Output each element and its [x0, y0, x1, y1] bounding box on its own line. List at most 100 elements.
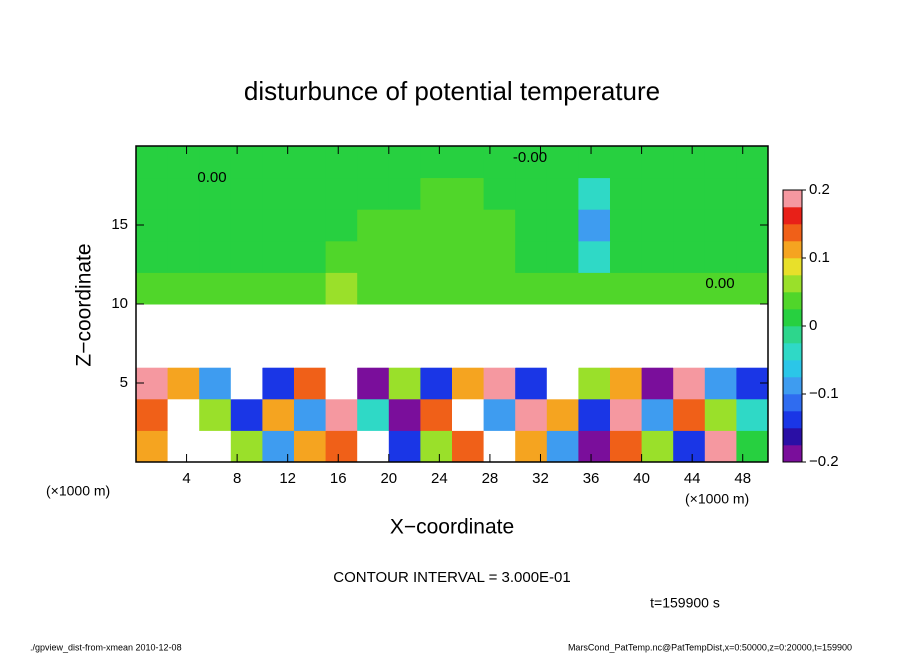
cell [167, 304, 200, 337]
cell [388, 398, 421, 431]
cell [199, 335, 232, 368]
cell [388, 335, 421, 368]
y-axis-label: Z−coordinate [73, 243, 96, 366]
cell [452, 209, 485, 242]
cell [420, 177, 453, 210]
cell [578, 335, 611, 368]
x-unit-label: (×1000 m) [685, 491, 749, 507]
x-axis-label: X−coordinate [390, 516, 514, 539]
cell [230, 177, 263, 210]
cell [578, 240, 611, 273]
cell [578, 146, 611, 179]
cell [167, 367, 200, 400]
cell [546, 367, 579, 400]
cell [578, 430, 611, 463]
contour-label: 0.00 [197, 169, 226, 186]
x-tick-label: 44 [684, 470, 701, 487]
colorbar-swatch [783, 241, 802, 259]
cell [610, 209, 643, 242]
chart-title: disturbunce of potential temperature [244, 76, 660, 106]
cell [483, 146, 516, 179]
cell [704, 240, 737, 273]
cell [546, 240, 579, 273]
cell [420, 335, 453, 368]
cell [483, 430, 516, 463]
cell [388, 272, 421, 305]
cell [420, 146, 453, 179]
cell [167, 146, 200, 179]
cell [136, 240, 169, 273]
x-tick-label: 16 [330, 470, 347, 487]
cell [262, 367, 295, 400]
cell [294, 146, 327, 179]
cell [388, 367, 421, 400]
cell [673, 304, 706, 337]
cell [388, 209, 421, 242]
cell [357, 398, 390, 431]
cell [736, 430, 769, 463]
cell [420, 430, 453, 463]
cell [610, 304, 643, 337]
cell [325, 146, 358, 179]
colorbar-swatch [783, 428, 802, 446]
cell [483, 177, 516, 210]
colorbar-swatch [783, 258, 802, 276]
cell [230, 272, 263, 305]
cell [262, 272, 295, 305]
cell [325, 335, 358, 368]
cell [546, 146, 579, 179]
cell [230, 240, 263, 273]
cell [262, 430, 295, 463]
x-tick-label: 28 [482, 470, 499, 487]
contour-label: -0.00 [513, 149, 547, 166]
cell [230, 430, 263, 463]
cell [452, 304, 485, 337]
colorbar-tick-label: −0.2 [809, 453, 839, 470]
cell [610, 240, 643, 273]
cell [294, 209, 327, 242]
cell [262, 240, 295, 273]
cell [167, 430, 200, 463]
cell [483, 272, 516, 305]
cell [452, 240, 485, 273]
cell [483, 209, 516, 242]
cell [578, 367, 611, 400]
cell [230, 398, 263, 431]
cell [294, 304, 327, 337]
cell [736, 272, 769, 305]
cell [673, 177, 706, 210]
cell [546, 272, 579, 305]
cell [610, 335, 643, 368]
cell [546, 398, 579, 431]
x-tick-label: 8 [233, 470, 241, 487]
x-unit-label: (×1000 m) [46, 483, 110, 499]
cell [199, 146, 232, 179]
cell [167, 177, 200, 210]
cell [673, 209, 706, 242]
cell [673, 430, 706, 463]
colorbar-swatch [783, 275, 802, 293]
contour-interval: CONTOUR INTERVAL = 3.000E-01 [333, 569, 570, 586]
y-tick-label: 10 [111, 295, 128, 312]
cell [357, 209, 390, 242]
cell [515, 272, 548, 305]
cell [294, 240, 327, 273]
cell [515, 177, 548, 210]
cell [136, 272, 169, 305]
cell [452, 398, 485, 431]
cell [294, 398, 327, 431]
colorbar-swatch [783, 292, 802, 310]
footer-left: ./gpview_dist-from-xmean 2010-12-08 [30, 642, 182, 652]
cell [515, 430, 548, 463]
cell [736, 398, 769, 431]
cell [388, 430, 421, 463]
cell [230, 146, 263, 179]
cell [483, 240, 516, 273]
cell [736, 240, 769, 273]
cell [230, 367, 263, 400]
cell [610, 430, 643, 463]
x-tick-label: 32 [532, 470, 549, 487]
cell [610, 177, 643, 210]
cell [294, 177, 327, 210]
